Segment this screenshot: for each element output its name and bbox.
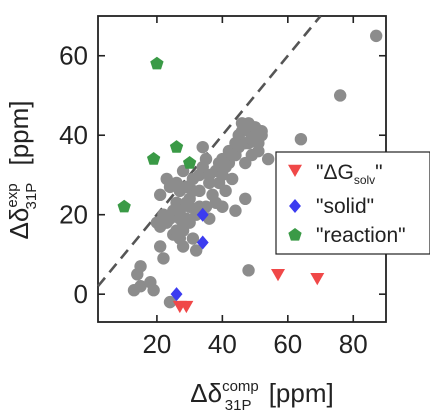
- x-axis-label-unit: [ppm]: [261, 378, 333, 408]
- reference-line-group: [96, 15, 322, 288]
- highlighted-series-group: [117, 56, 325, 314]
- data-point-background: [180, 180, 193, 194]
- data-point-background: [186, 232, 200, 245]
- x-axis-label-prefix: Δδ: [190, 378, 222, 408]
- data-point-background: [255, 129, 268, 142]
- data-point-background: [219, 160, 232, 174]
- data-point-background: [294, 132, 308, 146]
- data-point-background: [333, 89, 347, 102]
- x-tick-label: 40: [208, 329, 237, 359]
- data-point-background: [225, 148, 239, 162]
- y-axis-label-sup: exp: [4, 183, 21, 207]
- data-point-background: [173, 212, 187, 225]
- data-point-background: [176, 240, 190, 253]
- data-point-background: [225, 172, 239, 186]
- data-point-background: [229, 204, 242, 217]
- x-tick-label: 80: [339, 329, 368, 359]
- legend-box: [275, 151, 430, 255]
- data-point-background: [242, 264, 255, 277]
- data-point-background: [252, 144, 265, 158]
- y-tick-label: 40: [59, 120, 88, 150]
- data-point-background: [219, 184, 232, 198]
- data-point-background: [134, 280, 147, 293]
- data-point-solid: [196, 207, 209, 222]
- x-axis-label-sup: comp: [222, 378, 259, 395]
- data-point-background: [209, 196, 223, 209]
- data-point-background: [261, 152, 275, 166]
- data-point-background: [153, 188, 167, 202]
- data-point-dgsolv: [179, 300, 194, 314]
- legend-marker-solid: [289, 199, 301, 213]
- data-point-dgsolv: [310, 273, 325, 286]
- y-tick-label: 20: [59, 200, 88, 230]
- legend-label-dgsolv-end: ": [375, 161, 382, 184]
- legend-marker-dgsolv: [288, 164, 302, 177]
- x-tick-label: 60: [273, 329, 302, 359]
- data-point-dgsolv: [271, 269, 285, 282]
- data-point-background: [203, 176, 216, 190]
- legend-markers-group: [288, 164, 302, 241]
- legend-label-reaction: "reaction": [316, 224, 406, 247]
- data-point-background: [196, 140, 209, 154]
- data-point-reaction: [169, 140, 184, 153]
- data-point-background: [199, 152, 213, 166]
- y-axis-label-sub: 31P: [23, 183, 40, 210]
- data-point-background: [193, 184, 206, 198]
- x-tick-label: 20: [142, 329, 171, 359]
- data-point-background: [183, 216, 196, 229]
- data-point-background: [160, 172, 173, 186]
- y-axis-label-unit: [ppm]: [4, 101, 34, 173]
- data-point-background: [239, 192, 252, 206]
- reference-line: [96, 15, 322, 288]
- legend-label-solid: "solid": [316, 195, 374, 218]
- legend-label-dgsolv-sub: solv: [354, 173, 375, 187]
- x-axis-label: Δδcomp 31P [ppm]: [190, 378, 333, 412]
- legend-marker-reaction: [288, 228, 302, 241]
- data-point-background: [150, 216, 164, 229]
- y-tick-label: 60: [59, 41, 88, 71]
- data-point-background: [189, 244, 203, 257]
- data-point-solid: [170, 287, 183, 302]
- data-point-background: [147, 284, 160, 297]
- legend: "ΔGsolv" "solid" "reaction": [275, 151, 430, 255]
- y-axis-label-prefix: Δδ: [4, 208, 34, 240]
- y-tick-label: 0: [74, 279, 88, 309]
- y-axis-label: Δδexp 31P [ppm]: [4, 101, 40, 240]
- data-point-background: [157, 252, 170, 265]
- data-point-reaction: [150, 56, 164, 70]
- data-point-background: [163, 295, 177, 309]
- data-point-solid: [196, 235, 209, 250]
- data-point-background: [134, 260, 147, 273]
- data-point-background: [369, 29, 383, 43]
- data-point-background: [153, 240, 167, 253]
- data-point-reaction: [117, 199, 131, 213]
- x-axis-label-sub: 31P: [225, 397, 252, 412]
- axis-ticks-group: 20 40 60 80 0 20 40 60: [59, 16, 386, 359]
- data-point-reaction: [146, 152, 161, 165]
- data-point-reaction: [182, 156, 197, 169]
